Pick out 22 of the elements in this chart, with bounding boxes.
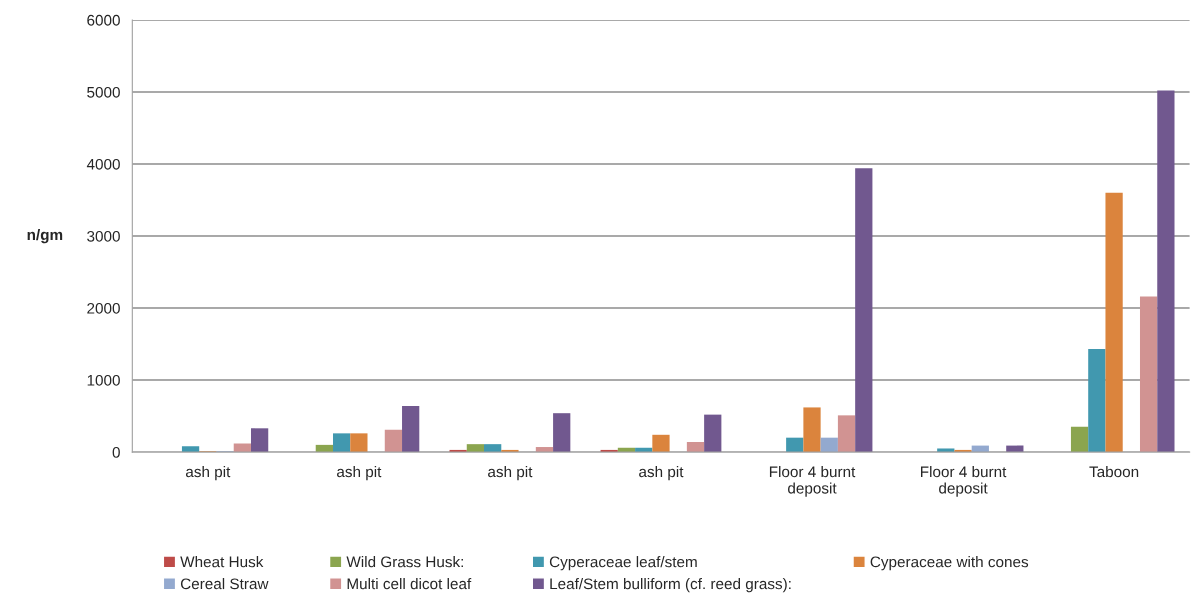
y-tick-label: 2000 [87, 302, 120, 314]
x-tick-label: ash pit [185, 465, 231, 481]
legend-label: Cereal Straw [180, 578, 269, 590]
legend-label: Cyperaceae with cones [870, 556, 1029, 571]
legend-label: Wild Grass Husk: [346, 556, 463, 568]
x-tick-label: ash pit [639, 465, 684, 481]
y-tick-label: 5000 [87, 86, 120, 98]
legend-label: Multi cell dicot leaf [347, 578, 472, 590]
y-tick-label: 0 [112, 446, 120, 458]
x-tick-label: ash pit [488, 465, 533, 481]
y-tick-label: 3000 [87, 230, 120, 242]
y-axis-title: n/gm [27, 228, 63, 244]
y-tick-label: 6000 [87, 14, 120, 26]
x-tick-label: Taboon [1089, 465, 1139, 478]
y-tick-label: 4000 [86, 158, 120, 170]
legend-label: Wheat Husk [180, 556, 264, 568]
x-tick-label: Floor 4 burnt deposit [921, 465, 1007, 497]
y-tick-label: 1000 [87, 374, 120, 386]
x-tick-label: ash pit [337, 465, 382, 481]
legend-label: Cyperaceae leaf/stem [549, 556, 697, 571]
x-tick-label: Floor 4 burnt deposit [769, 465, 856, 497]
legend-label: Leaf/Stem bulliform (cf. reed grass): [550, 578, 791, 593]
